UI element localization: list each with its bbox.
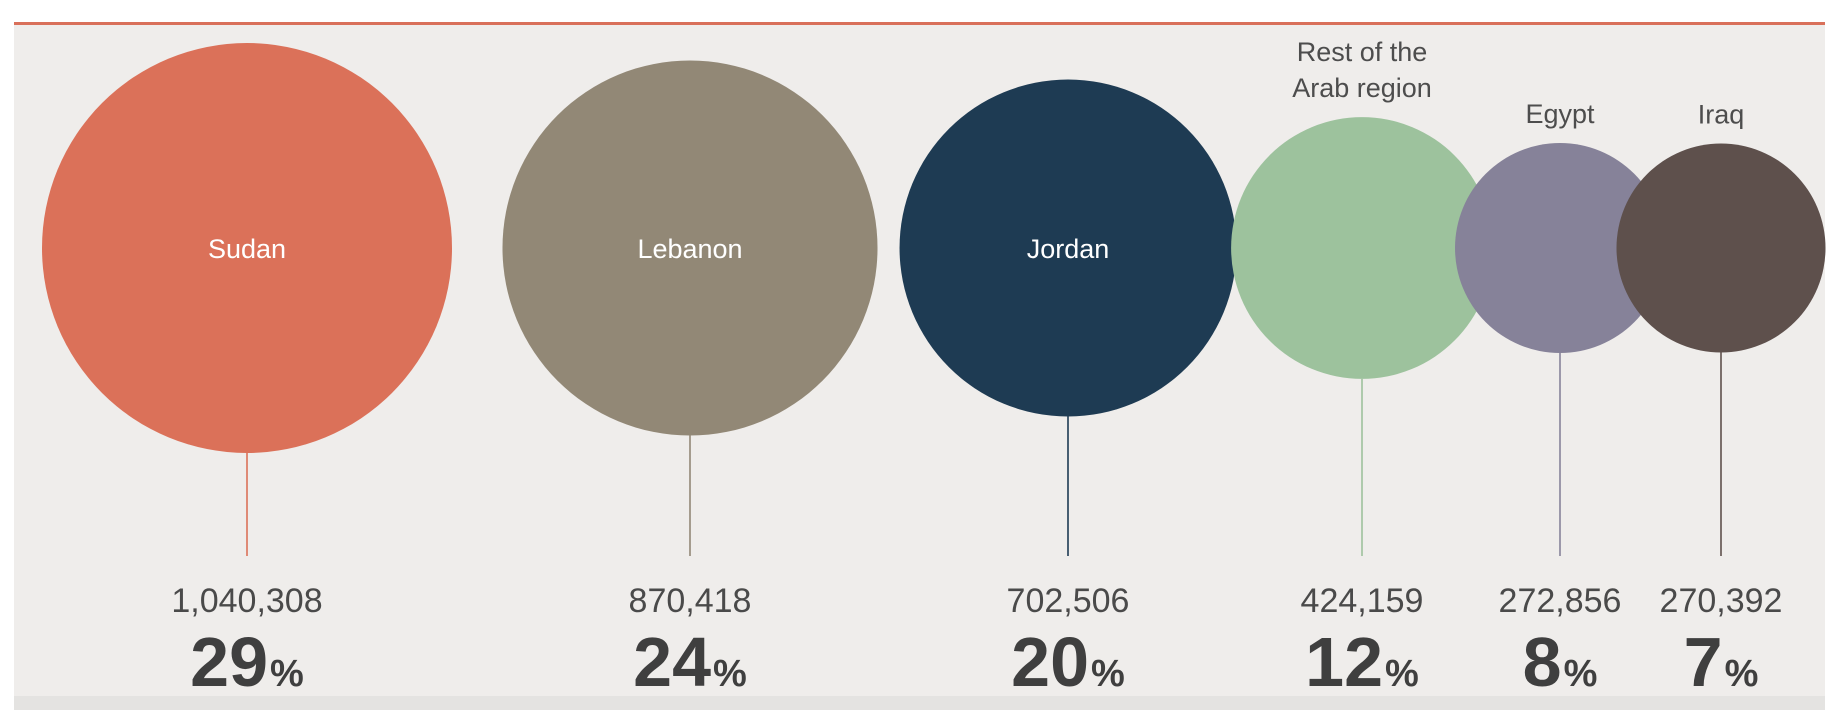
- percent-sign: %: [1091, 653, 1125, 695]
- percent-number: 24: [633, 623, 711, 701]
- value-label-lebanon: 870,418: [629, 582, 752, 620]
- bubble-lebanon: [502, 60, 878, 436]
- value-label-jordan: 702,506: [1007, 582, 1130, 620]
- bubble-label-iraq: Iraq: [1698, 99, 1745, 129]
- bubble-egypt: [1455, 143, 1665, 353]
- percent-number: 8: [1523, 623, 1562, 701]
- bubble-label-jordan: Jordan: [1027, 234, 1110, 264]
- bubble-label-lebanon: Lebanon: [637, 234, 742, 264]
- percent-sign: %: [1564, 653, 1598, 695]
- percent-sign: %: [1385, 653, 1419, 695]
- percent-sign: %: [270, 653, 304, 695]
- bubble-label-egypt: Egypt: [1525, 99, 1595, 129]
- value-label-sudan: 1,040,308: [171, 582, 322, 620]
- bubble-label-rest-of-the-arab-region-line-1: Rest of the: [1297, 37, 1428, 67]
- percent-label-lebanon: 24%: [633, 623, 747, 701]
- percent-sign: %: [713, 653, 747, 695]
- percent-label-jordan: 20%: [1011, 623, 1125, 701]
- percent-number: 29: [190, 623, 268, 701]
- bubble-iraq: [1616, 143, 1826, 353]
- percent-number: 12: [1305, 623, 1383, 701]
- value-label-egypt: 272,856: [1499, 582, 1622, 620]
- percent-label-sudan: 29%: [190, 623, 304, 701]
- bubble-sudan: [42, 43, 452, 453]
- percent-number: 20: [1011, 623, 1089, 701]
- value-label-rest-of-the-arab-region: 424,159: [1301, 582, 1424, 620]
- percent-label-rest-of-the-arab-region: 12%: [1305, 623, 1419, 701]
- bubble-jordan: [899, 79, 1237, 417]
- percent-sign: %: [1725, 653, 1759, 695]
- value-label-iraq: 270,392: [1660, 582, 1783, 620]
- percent-label-egypt: 8%: [1523, 623, 1598, 701]
- bubble-label-rest-of-the-arab-region-line-2: Arab region: [1292, 73, 1432, 103]
- bubble-label-sudan: Sudan: [208, 234, 286, 264]
- percent-label-iraq: 7%: [1684, 623, 1759, 701]
- percent-number: 7: [1684, 623, 1723, 701]
- bubble-rest-of-the-arab-region: [1231, 117, 1493, 379]
